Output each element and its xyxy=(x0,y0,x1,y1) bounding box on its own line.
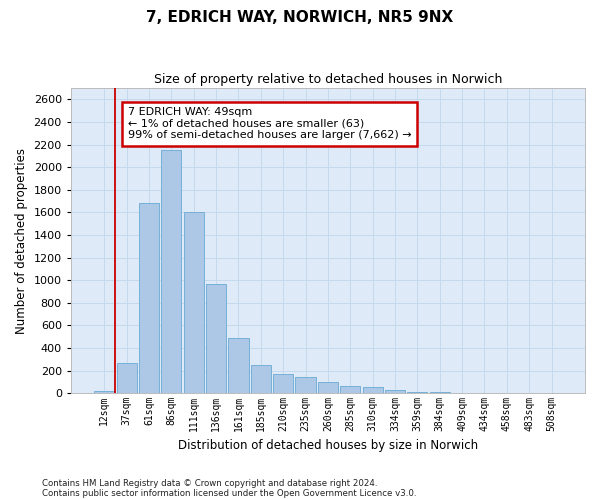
Bar xyxy=(452,392,472,393)
Bar xyxy=(295,377,316,393)
Text: Contains HM Land Registry data © Crown copyright and database right 2024.: Contains HM Land Registry data © Crown c… xyxy=(42,478,377,488)
Text: 7, EDRICH WAY, NORWICH, NR5 9NX: 7, EDRICH WAY, NORWICH, NR5 9NX xyxy=(146,10,454,25)
Bar xyxy=(116,362,137,393)
Bar xyxy=(139,204,159,393)
Bar xyxy=(94,391,115,393)
Bar xyxy=(340,386,361,393)
Text: 7 EDRICH WAY: 49sqm
← 1% of detached houses are smaller (63)
99% of semi-detache: 7 EDRICH WAY: 49sqm ← 1% of detached hou… xyxy=(128,108,412,140)
Bar xyxy=(184,212,204,393)
Bar xyxy=(229,338,248,393)
Bar xyxy=(407,392,427,393)
Bar xyxy=(385,390,405,393)
Bar xyxy=(251,365,271,393)
Bar xyxy=(362,388,383,393)
Bar xyxy=(430,392,450,393)
Y-axis label: Number of detached properties: Number of detached properties xyxy=(15,148,28,334)
X-axis label: Distribution of detached houses by size in Norwich: Distribution of detached houses by size … xyxy=(178,440,478,452)
Bar xyxy=(206,284,226,393)
Bar xyxy=(273,374,293,393)
Bar xyxy=(318,382,338,393)
Title: Size of property relative to detached houses in Norwich: Size of property relative to detached ho… xyxy=(154,72,502,86)
Text: Contains public sector information licensed under the Open Government Licence v3: Contains public sector information licen… xyxy=(42,488,416,498)
Bar xyxy=(161,150,181,393)
